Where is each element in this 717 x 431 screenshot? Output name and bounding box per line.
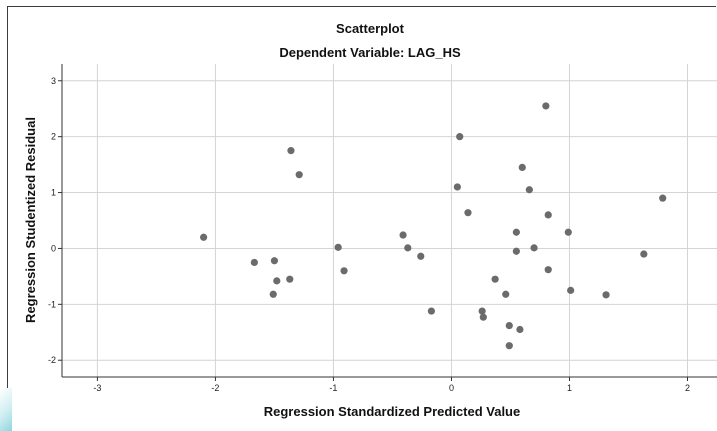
scatter-point xyxy=(404,244,412,252)
scatter-point xyxy=(602,291,610,299)
y-tick-label: 1 xyxy=(51,188,56,198)
x-tick-label: 0 xyxy=(449,383,454,393)
scatter-point xyxy=(269,290,277,298)
scatter-point xyxy=(334,243,342,251)
scatter-point xyxy=(516,325,524,334)
scatter-point xyxy=(250,258,258,267)
y-axis-title: Regression Studentized Residual xyxy=(23,117,38,323)
scatter-point xyxy=(273,277,281,285)
scatter-point xyxy=(456,133,464,141)
scatter-point xyxy=(491,275,499,283)
scatter-point xyxy=(659,194,667,202)
scatter-point xyxy=(270,257,279,265)
scatter-point xyxy=(564,228,572,236)
tick-labels: -3 -2 -1 0 1 2 -2 -1 0 1 2 3 xyxy=(48,76,690,393)
y-tick-label: 2 xyxy=(51,132,56,142)
scatter-point xyxy=(525,186,533,194)
y-tick-label: -2 xyxy=(48,355,56,365)
scatter-point xyxy=(530,244,538,252)
x-tick-label: 2 xyxy=(685,383,690,393)
scatter-point xyxy=(399,231,407,239)
x-tick-label: -2 xyxy=(211,383,219,393)
plot-area xyxy=(62,64,717,377)
x-tick-label: 1 xyxy=(567,383,572,393)
x-tick-label: -3 xyxy=(93,383,101,393)
scatter-point xyxy=(453,183,461,191)
y-tick-label: -1 xyxy=(48,299,56,309)
scatter-point xyxy=(640,250,648,258)
y-tick-label: 3 xyxy=(51,76,56,86)
chart-title: Scatterplot xyxy=(336,21,405,36)
y-tick-label: 0 xyxy=(51,243,56,253)
scatter-point xyxy=(340,267,348,275)
corner-accent xyxy=(0,388,12,431)
scatter-point xyxy=(512,247,520,255)
scatter-point xyxy=(567,286,575,294)
scatter-point xyxy=(512,228,520,236)
scatter-point xyxy=(295,171,303,179)
scatter-point xyxy=(286,275,294,283)
scatter-point xyxy=(542,102,550,110)
scatter-point xyxy=(505,321,513,330)
scatter-point xyxy=(544,211,552,219)
scatter-point xyxy=(544,266,552,274)
axes xyxy=(58,64,717,381)
scatter-point xyxy=(479,313,487,321)
scatter-point xyxy=(505,342,513,350)
scatter-point xyxy=(427,307,435,315)
scatter-point xyxy=(464,209,472,217)
scatter-point xyxy=(417,252,425,260)
data-points xyxy=(200,102,667,350)
scatter-point xyxy=(478,307,486,315)
scatter-point xyxy=(518,163,526,172)
scatter-point xyxy=(287,147,295,155)
chart-subtitle: Dependent Variable: LAG_HS xyxy=(279,45,461,60)
scatter-point xyxy=(502,290,510,298)
x-tick-label: -1 xyxy=(329,383,337,393)
x-axis-title: Regression Standardized Predicted Value xyxy=(264,404,520,419)
scatter-point xyxy=(200,233,208,241)
gridlines xyxy=(62,64,717,377)
